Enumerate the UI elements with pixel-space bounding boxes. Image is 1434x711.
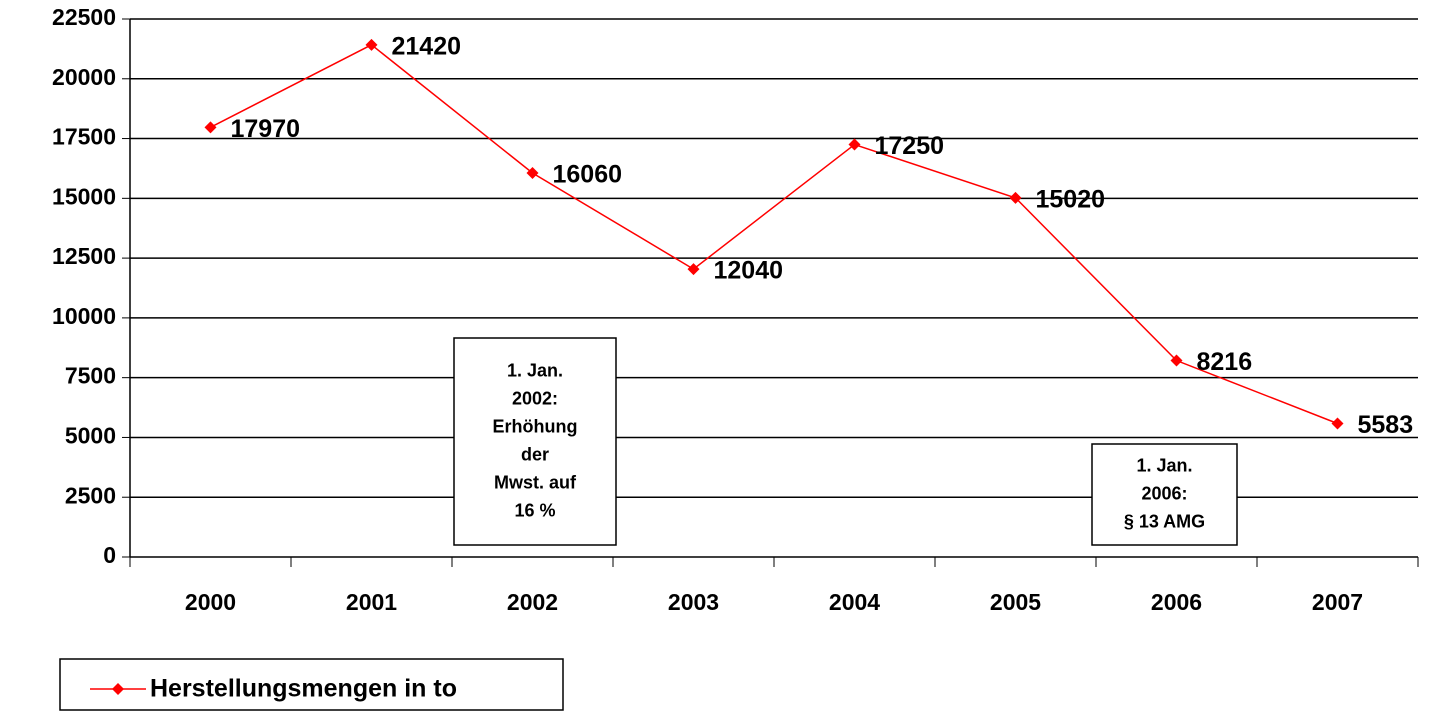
data-label: 16060 [553, 161, 623, 189]
annotation-text: 2006: [1141, 483, 1187, 503]
y-tick-label: 22500 [52, 4, 116, 30]
y-tick-label: 17500 [52, 124, 116, 150]
annotation-text: 16 % [514, 500, 555, 520]
legend-label: Herstellungsmengen in to [150, 675, 457, 703]
annotation-text: § 13 AMG [1124, 511, 1205, 531]
annotation-text: 1. Jan. [1136, 455, 1192, 475]
y-tick-label: 20000 [52, 64, 116, 90]
data-label: 5583 [1358, 411, 1414, 439]
legend-marker [112, 683, 124, 695]
annotation-text: 1. Jan. [507, 360, 563, 380]
marker [1331, 417, 1344, 430]
annotation-box [453, 337, 617, 546]
annotation-text: Mwst. auf [494, 472, 577, 492]
annotation-text: Erhöhung [493, 416, 578, 436]
marker [687, 263, 700, 276]
x-tick-label: 2006 [1151, 589, 1202, 615]
y-tick-label: 7500 [65, 363, 116, 389]
y-tick-label: 12500 [52, 243, 116, 269]
annotation-text: der [521, 444, 549, 464]
data-label: 15020 [1036, 185, 1106, 213]
marker [848, 138, 861, 151]
marker [526, 166, 539, 179]
data-label: 12040 [714, 257, 784, 285]
y-tick-label: 2500 [65, 482, 116, 508]
y-tick-label: 0 [103, 542, 116, 568]
data-label: 17250 [875, 132, 945, 160]
marker [204, 121, 217, 134]
annotation-box [1091, 443, 1238, 546]
y-tick-label: 10000 [52, 303, 116, 329]
data-label: 17970 [231, 115, 301, 143]
legend-box [59, 658, 564, 711]
x-tick-label: 2001 [346, 589, 397, 615]
data-label: 8216 [1197, 348, 1253, 376]
x-tick-label: 2004 [829, 589, 880, 615]
marker [1170, 354, 1183, 367]
series-line [210, 43, 1338, 425]
data-label: 21420 [392, 32, 462, 60]
marker [365, 38, 378, 51]
annotation-text: 2002: [512, 388, 558, 408]
x-tick-label: 2002 [507, 589, 558, 615]
x-tick-label: 2007 [1312, 589, 1363, 615]
x-tick-label: 2005 [990, 589, 1041, 615]
x-tick-label: 2000 [185, 589, 236, 615]
y-tick-label: 5000 [65, 423, 116, 449]
y-tick-label: 15000 [52, 183, 116, 209]
marker [1009, 191, 1022, 204]
x-tick-label: 2003 [668, 589, 719, 615]
